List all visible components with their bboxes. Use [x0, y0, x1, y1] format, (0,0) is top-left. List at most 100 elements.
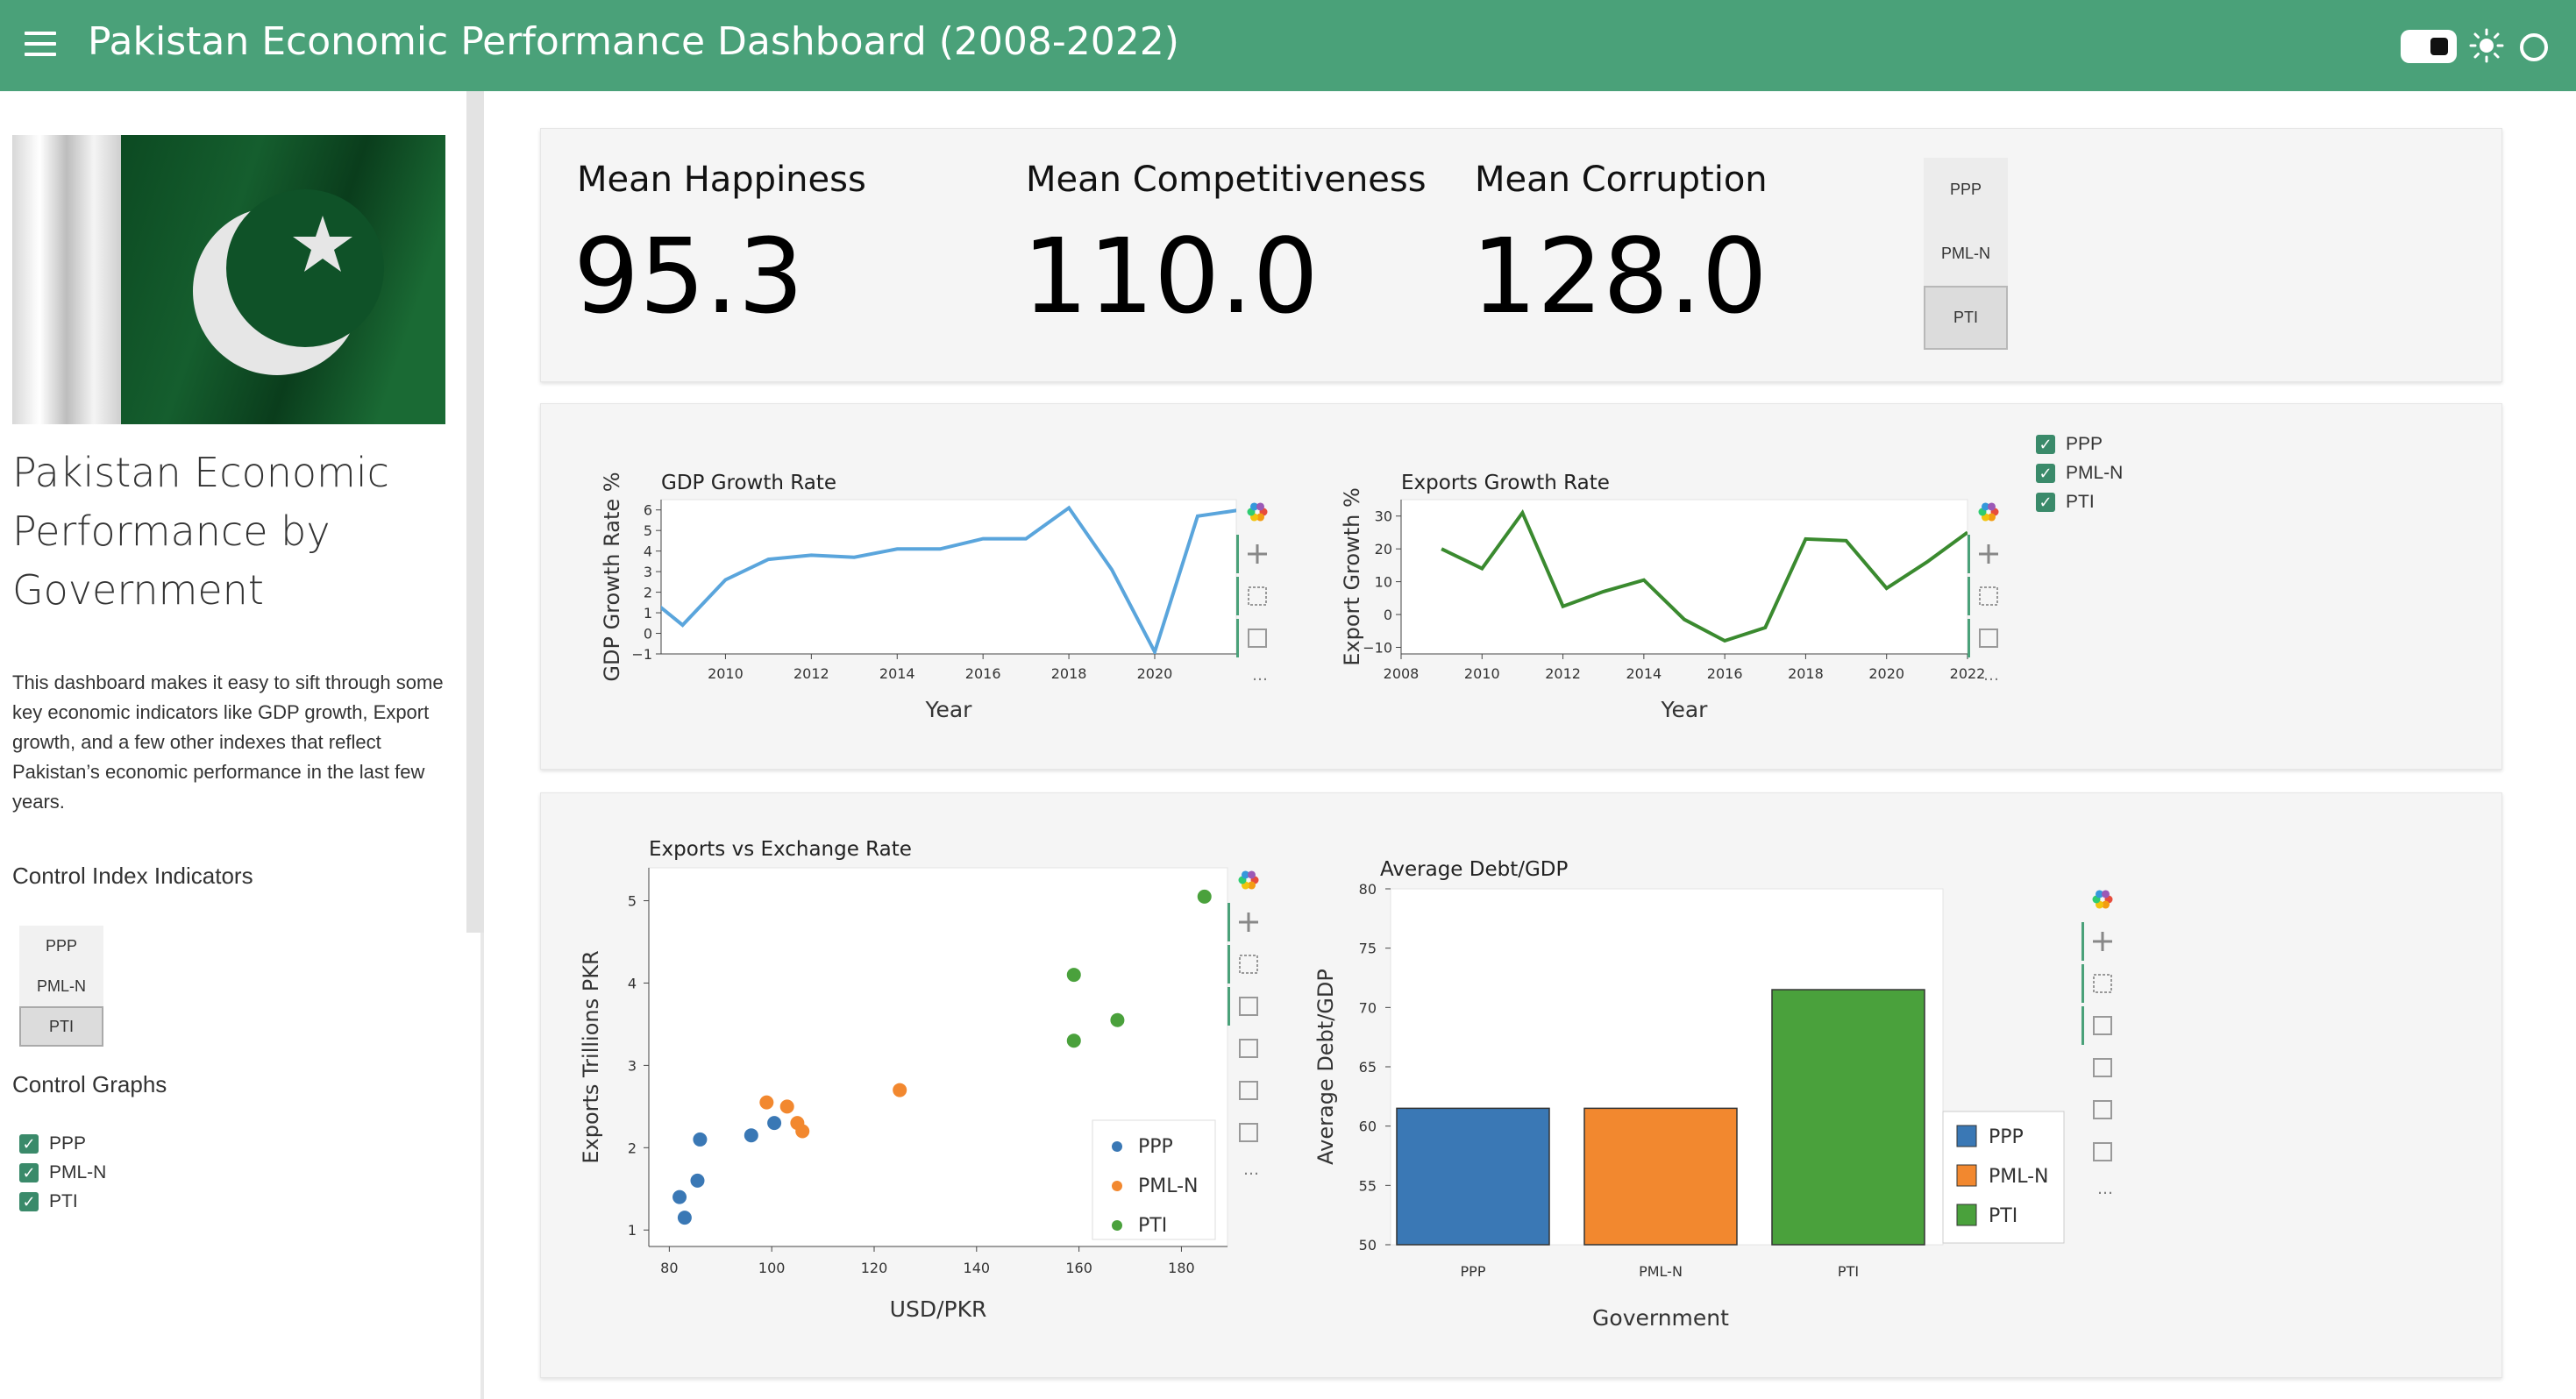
- check-icon: ✓: [2036, 463, 2055, 483]
- kpi-value-happiness: 95.3: [573, 216, 804, 337]
- chart-title: Exports Growth Rate: [1401, 472, 1610, 494]
- chart-legend: PPP PML-N PTI: [1092, 1119, 1216, 1240]
- y-tick-label: 0: [1384, 607, 1392, 623]
- y-axis-label: Exports Trillions PKR: [579, 950, 603, 1163]
- x-tick-label: 2022: [1950, 665, 1986, 682]
- legend-box: [1092, 1119, 1216, 1240]
- x-tick-label: PPP: [1461, 1263, 1486, 1280]
- box-zoom-icon[interactable]: [1228, 945, 1258, 984]
- gdp-growth-chart: GDP Growth Rate −1 0 1 2 3 4 5 6 2010 2012 2014 2016…: [600, 472, 1268, 722]
- circle-icon[interactable]: [2520, 33, 2548, 61]
- x-tick-label: 2018: [1788, 665, 1824, 682]
- x-tick-label: 140: [964, 1260, 991, 1276]
- x-tick-label: 2010: [708, 665, 744, 682]
- chart-toolbar: …: [2081, 890, 2113, 1198]
- legend-label: PML-N: [1989, 1166, 2049, 1188]
- scatter-point: [767, 1116, 782, 1131]
- x-tick-label: 120: [861, 1260, 888, 1276]
- chart-title: Exports vs Exchange Rate: [649, 838, 912, 861]
- save-icon[interactable]: [2093, 1058, 2112, 1077]
- check-icon: ✓: [19, 1133, 39, 1154]
- box-zoom-icon[interactable]: [1968, 577, 1998, 615]
- chart-toolbar: …: [1968, 502, 1999, 685]
- graph-checkbox-group: ✓ PPP ✓ PML-N ✓ PTI: [19, 1129, 106, 1216]
- y-tick-label: 10: [1375, 574, 1392, 591]
- bar: [1771, 989, 1925, 1246]
- chart-legend: PPP PML-N PTI: [1942, 1111, 2065, 1244]
- check-icon: ✓: [2036, 492, 2055, 512]
- index-button-ppp[interactable]: PPP: [19, 926, 103, 966]
- y-tick-label: 30: [1375, 508, 1392, 525]
- checkbox-pmln[interactable]: ✓ PML-N: [19, 1158, 106, 1187]
- menu-icon[interactable]: [25, 32, 56, 58]
- legend-label: PPP: [1138, 1136, 1173, 1158]
- control-graphs-label: Control Graphs: [12, 1071, 167, 1097]
- pan-icon[interactable]: [1968, 535, 1998, 573]
- y-tick-label: 4: [644, 543, 652, 560]
- checkbox-pti[interactable]: ✓ PTI: [19, 1187, 106, 1216]
- series-checkbox-pti[interactable]: ✓ PTI: [2036, 487, 2123, 516]
- index-button-pmln[interactable]: PML-N: [19, 966, 103, 1006]
- series-checkbox-pmln[interactable]: ✓ PML-N: [2036, 458, 2123, 487]
- reset-icon[interactable]: [2093, 1100, 2112, 1119]
- scatter-point: [744, 1128, 758, 1143]
- save-icon[interactable]: [1239, 1039, 1258, 1058]
- x-tick-label: 2010: [1464, 665, 1500, 682]
- more-icon: …: [1983, 666, 1999, 685]
- wheel-zoom-icon[interactable]: [2081, 1006, 2112, 1045]
- y-tick-label: 50: [1359, 1237, 1377, 1253]
- kpi-value-corruption: 128.0: [1471, 216, 1768, 337]
- scatter-point: [690, 1173, 705, 1188]
- scatter-point: [672, 1190, 687, 1204]
- x-axis-label: Year: [1661, 697, 1709, 722]
- y-tick-label: 75: [1359, 941, 1377, 957]
- bokeh-logo-icon: [2102, 890, 2110, 898]
- x-tick-label: 160: [1065, 1260, 1092, 1276]
- x-tick-label: 2016: [965, 665, 1001, 682]
- x-tick-label: 2014: [1626, 665, 1662, 682]
- y-tick-label: 80: [1359, 881, 1377, 898]
- wheel-zoom-icon[interactable]: [1968, 619, 1998, 657]
- app-header: Pakistan Economic Performance Dashboard …: [0, 0, 2576, 91]
- kpi-title-corruption: Mean Corruption: [1475, 160, 1768, 200]
- chart-title: GDP Growth Rate: [661, 472, 836, 494]
- kpi-button-pti[interactable]: PTI: [1924, 286, 2008, 350]
- pan-icon[interactable]: [2081, 922, 2112, 961]
- check-icon: ✓: [2036, 434, 2055, 454]
- reset-icon[interactable]: [1239, 1081, 1258, 1100]
- pan-icon[interactable]: [1228, 903, 1258, 941]
- y-axis-label: Average Debt/GDP: [1313, 969, 1338, 1165]
- index-button-pti[interactable]: PTI: [19, 1006, 103, 1047]
- y-tick-label: 60: [1359, 1118, 1377, 1135]
- legend-marker: [1112, 1220, 1122, 1231]
- theme-toggle[interactable]: [2401, 30, 2457, 63]
- scatter-point: [1197, 889, 1212, 904]
- index-button-group: PPP PML-N PTI: [19, 926, 103, 1047]
- kpi-button-pmln[interactable]: PML-N: [1924, 222, 2008, 286]
- wheel-zoom-icon[interactable]: [1236, 619, 1267, 657]
- hover-icon[interactable]: [2093, 1142, 2112, 1161]
- y-axis-label: Export Growth %: [1340, 487, 1364, 666]
- sun-icon[interactable]: [2469, 28, 2504, 63]
- scatter-point: [693, 1132, 708, 1147]
- bar: [1583, 1107, 1738, 1246]
- y-tick-label: 1: [628, 1222, 637, 1239]
- kpi-button-ppp[interactable]: PPP: [1924, 158, 2008, 222]
- kpi-button-group: PPP PML-N PTI: [1924, 158, 2008, 350]
- x-tick-label: 2014: [879, 665, 915, 682]
- x-tick-label: 2016: [1707, 665, 1743, 682]
- checkbox-ppp[interactable]: ✓ PPP: [19, 1129, 106, 1158]
- bokeh-logo-icon: [1256, 513, 1264, 522]
- hover-icon[interactable]: [1239, 1123, 1258, 1142]
- kpi-value-competitiveness: 110.0: [1022, 216, 1319, 337]
- box-zoom-icon[interactable]: [1236, 577, 1267, 615]
- pan-icon[interactable]: [1236, 535, 1267, 573]
- sidebar-scrollbar[interactable]: [466, 91, 484, 933]
- series-checkbox-ppp[interactable]: ✓ PPP: [2036, 430, 2123, 458]
- chart-toolbar: …: [1228, 870, 1259, 1179]
- bar: [1396, 1107, 1550, 1246]
- sidebar-description: This dashboard makes it easy to sift thr…: [12, 671, 444, 813]
- wheel-zoom-icon[interactable]: [1228, 987, 1258, 1026]
- box-zoom-icon[interactable]: [2081, 964, 2112, 1003]
